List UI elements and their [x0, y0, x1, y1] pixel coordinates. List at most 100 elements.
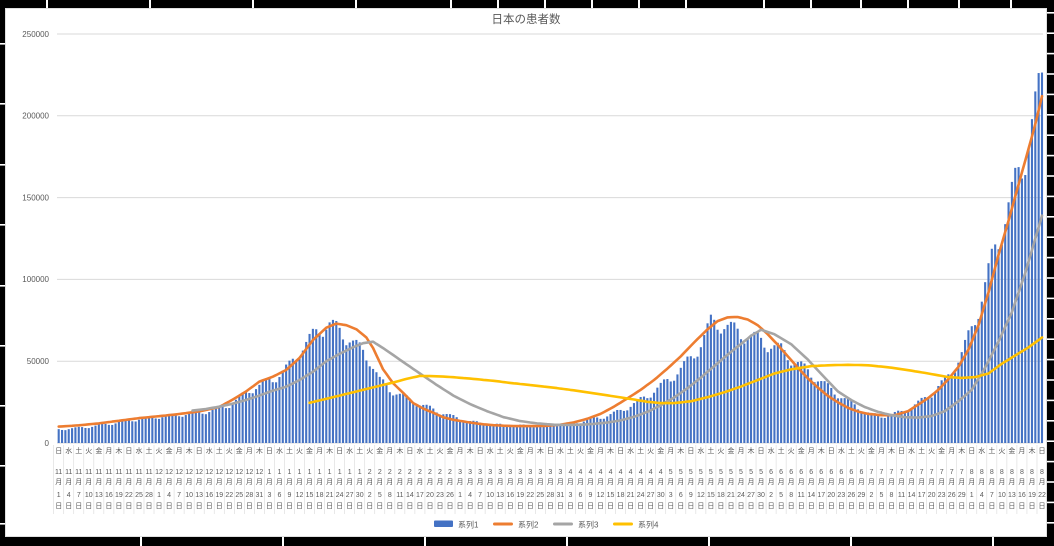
- legend-item-系列3[interactable]: 系列3: [553, 520, 599, 530]
- legend-item-系列2[interactable]: 系列2: [493, 520, 539, 530]
- legend-label: 系列4: [638, 520, 659, 530]
- svg-text:月: 月: [125, 478, 132, 486]
- svg-text:日: 日: [617, 502, 624, 510]
- svg-text:日: 日: [176, 502, 183, 510]
- svg-text:日: 日: [156, 502, 163, 510]
- svg-text:月: 月: [346, 478, 353, 486]
- svg-text:6: 6: [578, 492, 582, 499]
- svg-text:6: 6: [859, 469, 863, 476]
- svg-text:25: 25: [536, 492, 544, 499]
- svg-text:27: 27: [647, 492, 655, 499]
- svg-text:1: 1: [338, 469, 342, 476]
- y-axis-tick-label: 200000: [22, 112, 49, 121]
- svg-text:月: 月: [276, 478, 283, 486]
- svg-text:11: 11: [115, 469, 122, 476]
- svg-text:日: 日: [477, 502, 484, 510]
- svg-text:3: 3: [548, 469, 552, 476]
- svg-text:日: 日: [426, 502, 433, 510]
- svg-text:土: 土: [426, 446, 433, 455]
- x-axis-label: 土 6 月 26 日: [847, 446, 855, 510]
- x-axis-label: 月 2 月 8 日: [386, 447, 393, 510]
- svg-text:2: 2: [869, 492, 873, 499]
- svg-text:月: 月: [577, 478, 584, 486]
- svg-text:日: 日: [266, 447, 273, 455]
- svg-text:11: 11: [135, 469, 142, 476]
- x-axis-label: 水 11 月 4 日: [65, 446, 72, 510]
- svg-text:月: 月: [246, 447, 253, 455]
- svg-text:2: 2: [368, 469, 372, 476]
- x-axis-label: 木 3 月 25 日: [536, 446, 544, 510]
- svg-text:月: 月: [386, 478, 393, 486]
- x-axis-label: 木 4 月 15 日: [607, 446, 615, 510]
- svg-text:日: 日: [547, 447, 554, 455]
- svg-text:7: 7: [960, 469, 964, 476]
- svg-text:木: 木: [115, 446, 122, 455]
- svg-text:日: 日: [1008, 502, 1015, 510]
- svg-text:火: 火: [928, 447, 935, 455]
- svg-text:日: 日: [1039, 447, 1046, 455]
- svg-text:31: 31: [556, 492, 564, 499]
- svg-text:月: 月: [196, 478, 203, 486]
- svg-text:日: 日: [968, 502, 975, 510]
- svg-text:8: 8: [1010, 469, 1014, 476]
- legend-item-系列4[interactable]: 系列4: [613, 520, 659, 530]
- svg-text:10: 10: [85, 492, 93, 499]
- svg-text:月: 月: [637, 478, 644, 486]
- svg-text:3: 3: [528, 469, 532, 476]
- x-axis-label: 土 11 月 7 日: [75, 446, 82, 510]
- x-axis-label: 日 5 月 30 日: [757, 447, 765, 510]
- x-axis-label: 水 6 月 23 日: [837, 446, 845, 510]
- svg-text:土: 土: [707, 446, 714, 455]
- svg-text:7: 7: [890, 469, 894, 476]
- y-axis-tick-label: 50000: [27, 357, 50, 366]
- svg-text:日: 日: [166, 502, 173, 510]
- x-axis-label: 木 7 月 8 日: [888, 446, 895, 510]
- svg-text:16: 16: [506, 492, 514, 499]
- svg-text:12: 12: [255, 469, 263, 476]
- svg-text:月: 月: [978, 478, 985, 486]
- x-axis-label: 日 1 月 3 日: [266, 447, 273, 510]
- x-axis-label: 日 3 月 28 日: [546, 447, 554, 510]
- legend-item-系列1[interactable]: 系列1: [434, 520, 479, 530]
- svg-text:日: 日: [517, 502, 524, 510]
- svg-text:2: 2: [368, 492, 372, 499]
- svg-text:1: 1: [318, 469, 322, 476]
- svg-text:日: 日: [657, 502, 664, 510]
- svg-text:16: 16: [1018, 492, 1026, 499]
- series-1-bars[interactable]: [57, 72, 1044, 444]
- svg-text:12: 12: [697, 492, 705, 499]
- svg-text:土: 土: [778, 446, 785, 455]
- svg-text:月: 月: [1028, 478, 1035, 486]
- svg-text:水: 水: [135, 446, 142, 455]
- x-axis-label: 日 7 月 11 日: [898, 447, 905, 510]
- series-4-line[interactable]: [308, 336, 1044, 405]
- svg-text:月: 月: [135, 478, 142, 486]
- svg-text:日: 日: [527, 502, 534, 510]
- svg-text:水: 水: [768, 446, 775, 455]
- svg-text:月: 月: [537, 478, 544, 486]
- svg-text:12: 12: [185, 469, 193, 476]
- svg-text:火: 火: [577, 447, 584, 455]
- svg-text:9: 9: [288, 492, 292, 499]
- x-axis-label: 月 7 月 26 日: [948, 447, 956, 510]
- svg-text:金: 金: [868, 446, 875, 455]
- svg-text:日: 日: [336, 447, 343, 455]
- x-axis-label: 木 8 月 19 日: [1028, 446, 1036, 510]
- x-axis-label: 土 12 月 19 日: [215, 446, 223, 510]
- svg-text:8: 8: [1000, 469, 1004, 476]
- svg-text:29: 29: [857, 492, 865, 499]
- svg-text:2: 2: [448, 469, 452, 476]
- svg-text:19: 19: [1028, 492, 1036, 499]
- svg-text:24: 24: [336, 492, 344, 499]
- svg-text:6: 6: [799, 469, 803, 476]
- series-lines[interactable]: [57, 94, 1044, 428]
- svg-text:水: 水: [416, 446, 423, 455]
- svg-text:月: 月: [246, 478, 253, 486]
- series-3-line[interactable]: [191, 214, 1044, 427]
- x-axis-label: 日 1 月 24 日: [336, 447, 344, 510]
- svg-text:水: 水: [65, 446, 72, 455]
- svg-text:水: 水: [978, 446, 985, 455]
- x-axis-label: 月 8 月 16 日: [1018, 447, 1026, 510]
- svg-text:11: 11: [125, 469, 132, 476]
